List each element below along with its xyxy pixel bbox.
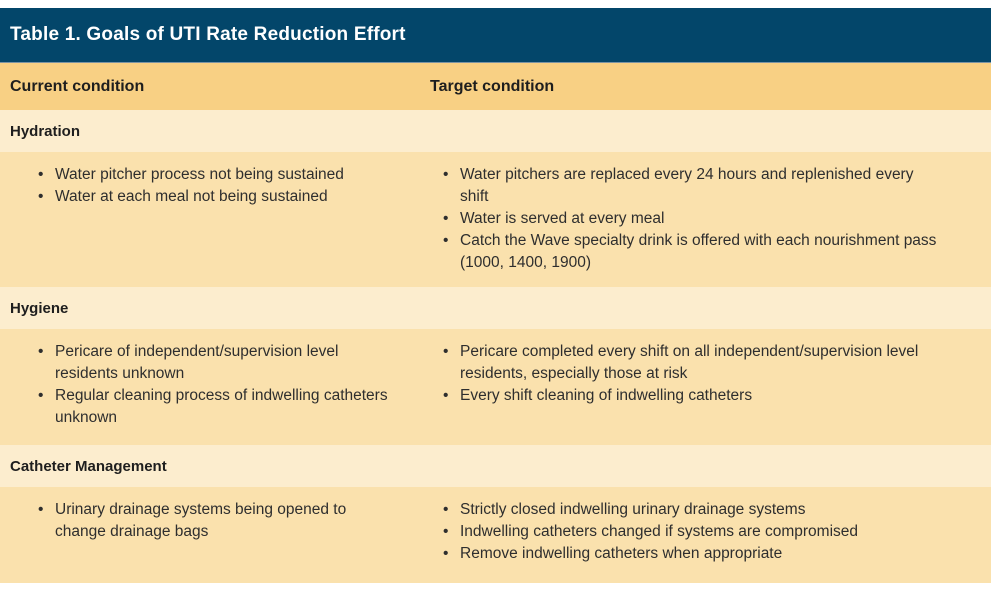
target-condition-cell: Pericare completed every shift on all in…	[430, 329, 991, 407]
target-condition-list: Water pitchers are replaced every 24 hou…	[430, 152, 985, 274]
bullet-item: Urinary drainage systems being opened to…	[38, 499, 427, 543]
bullet-item: Water pitchers are replaced every 24 hou…	[443, 164, 985, 208]
bullet-item: Water is served at every meal	[443, 208, 985, 230]
current-condition-cell: Urinary drainage systems being opened to…	[0, 487, 430, 543]
table-title-bar: Table 1. Goals of UTI Rate Reduction Eff…	[0, 8, 991, 63]
section-title: Hydration	[10, 122, 81, 140]
current-condition-list: Water pitcher process not being sustaine…	[10, 152, 430, 208]
section-header-catheter-management: Catheter Management	[0, 445, 991, 487]
bullet-item: Indwelling catheters changed if systems …	[443, 521, 985, 543]
bullet-item: Every shift cleaning of indwelling cathe…	[443, 385, 985, 407]
target-condition-cell: Water pitchers are replaced every 24 hou…	[430, 152, 991, 274]
section-row-hydration: Water pitcher process not being sustaine…	[0, 152, 991, 287]
column-header-current: Current condition	[10, 77, 145, 95]
section-header-hydration: Hydration	[0, 110, 991, 152]
bullet-item: Pericare completed every shift on all in…	[443, 341, 985, 385]
top-margin	[0, 0, 991, 8]
bullet-item: Water pitcher process not being sustaine…	[38, 164, 427, 186]
table-title: Table 1. Goals of UTI Rate Reduction Eff…	[10, 24, 406, 45]
bullet-item: Pericare of independent/supervision leve…	[38, 341, 427, 385]
bullet-item: Remove indwelling catheters when appropr…	[443, 543, 985, 565]
bullet-item: Regular cleaning process of indwelling c…	[38, 385, 427, 429]
column-header-target: Target condition	[430, 77, 555, 95]
target-condition-list: Strictly closed indwelling urinary drain…	[430, 487, 985, 565]
section-row-hygiene: Pericare of independent/supervision leve…	[0, 329, 991, 445]
section-title: Catheter Management	[10, 457, 167, 475]
current-condition-cell: Pericare of independent/supervision leve…	[0, 329, 430, 429]
section-row-catheter-management: Urinary drainage systems being opened to…	[0, 487, 991, 583]
target-condition-list: Pericare completed every shift on all in…	[430, 329, 985, 407]
current-condition-cell: Water pitcher process not being sustaine…	[0, 152, 430, 208]
current-condition-list: Pericare of independent/supervision leve…	[10, 329, 430, 429]
section-header-hygiene: Hygiene	[0, 287, 991, 329]
current-condition-list: Urinary drainage systems being opened to…	[10, 487, 430, 543]
target-condition-cell: Strictly closed indwelling urinary drain…	[430, 487, 991, 565]
bullet-item: Water at each meal not being sustained	[38, 186, 427, 208]
column-header-row: Current condition Target condition	[0, 63, 991, 110]
bullet-item: Strictly closed indwelling urinary drain…	[443, 499, 985, 521]
section-title: Hygiene	[10, 299, 69, 317]
bullet-item: Catch the Wave specialty drink is offere…	[443, 230, 985, 274]
